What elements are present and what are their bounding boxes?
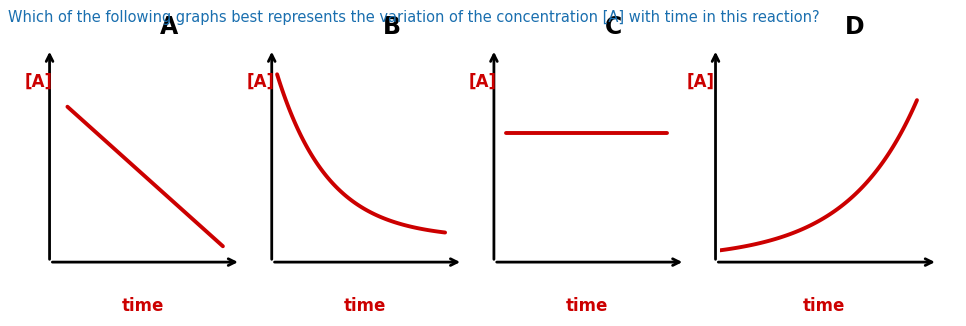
Text: Which of the following graphs best represents the variation of the concentration: Which of the following graphs best repre…: [8, 10, 819, 25]
Text: A: A: [160, 15, 179, 39]
Text: [A]: [A]: [687, 73, 715, 91]
Text: B: B: [383, 15, 401, 39]
Text: time: time: [803, 297, 844, 315]
Text: [A]: [A]: [24, 73, 52, 91]
Text: time: time: [344, 297, 385, 315]
Text: C: C: [605, 15, 622, 39]
Text: D: D: [845, 15, 865, 39]
Text: [A]: [A]: [246, 73, 274, 91]
Text: time: time: [566, 297, 608, 315]
Text: [A]: [A]: [469, 73, 497, 91]
Text: time: time: [122, 297, 163, 315]
